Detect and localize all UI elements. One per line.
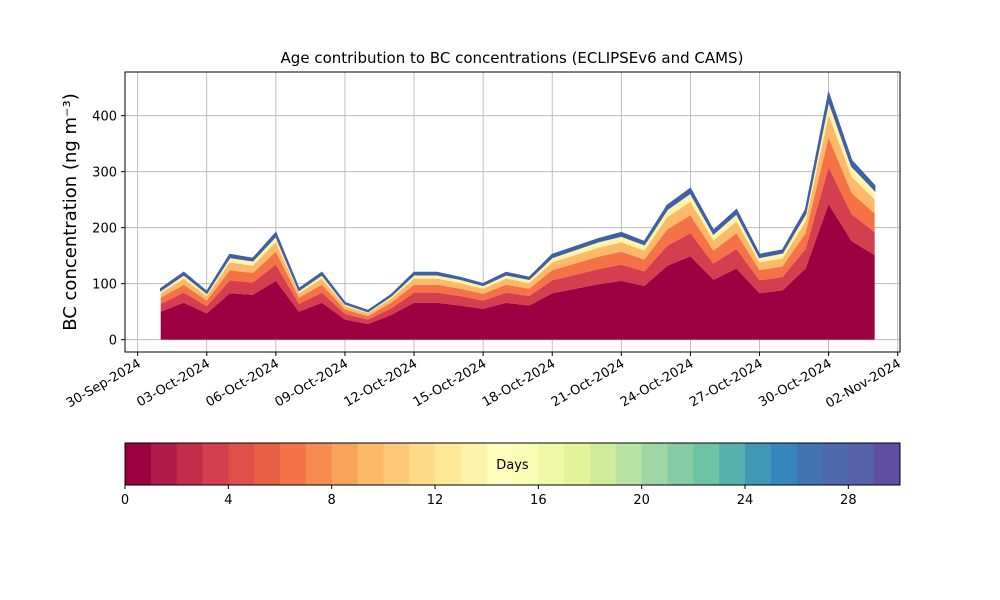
x-tick-label: 06-Oct-2024 [203,356,281,410]
colorbar-swatch [745,443,772,485]
colorbar-tick-label: 20 [633,493,650,508]
colorbar-frame [124,442,901,486]
x-tick-label: 30-Sep-2024 [64,356,144,411]
x-tick-label: 21-Oct-2024 [549,356,627,410]
colorbar-tick-label: 16 [530,493,547,508]
colorbar-swatch [874,443,901,485]
colorbar-swatch [590,443,617,485]
y-tick-label: 300 [92,166,117,181]
colorbar-tick-label: 4 [224,493,232,508]
x-tick-label: 27-Oct-2024 [687,356,765,410]
colorbar-swatch [409,443,436,485]
y-axis-label: BC concentration (ng m⁻³) [60,93,81,331]
x-tick-label: 03-Oct-2024 [134,356,212,410]
plot-frame [124,71,901,353]
x-tick-label: 02-Nov-2024 [823,356,903,411]
colorbar-label: Days [496,458,529,473]
colorbar-swatch [357,443,384,485]
colorbar-swatch [512,443,539,485]
x-tick-label: 30-Oct-2024 [756,356,834,410]
colorbar-tick-label: 0 [121,493,129,508]
colorbar-swatch [383,443,410,485]
colorbar-tick-label: 8 [328,493,336,508]
area-band [159,90,876,313]
x-tick-label: 15-Oct-2024 [411,356,489,410]
chart-title: Age contribution to BC concentrations (E… [281,49,744,67]
colorbar-swatch [331,443,358,485]
colorbar-swatch [305,443,333,485]
colorbar-swatch [770,443,798,485]
colorbar-swatch [796,443,823,485]
colorbar-swatch [848,443,875,485]
colorbar-swatch [538,443,565,485]
colorbar-swatch [641,443,668,485]
x-tick-label: 24-Oct-2024 [618,356,696,410]
colorbar-swatch [176,443,203,485]
colorbar-swatch [125,443,152,485]
x-tick-label: 09-Oct-2024 [273,356,351,410]
colorbar-swatch [460,443,488,485]
colorbar-tick-label: 12 [427,493,444,508]
colorbar-swatch [564,443,591,485]
colorbar-swatch [822,443,849,485]
colorbar-swatch [486,443,513,485]
colorbar-swatch [435,443,462,485]
y-tick-label: 100 [92,278,117,293]
colorbar-tick-label: 28 [840,493,857,508]
colorbar-swatch [254,443,281,485]
y-tick-label: 0 [109,334,117,349]
colorbar-swatch [150,443,178,485]
area-band [160,204,875,340]
y-tick-label: 200 [92,222,117,237]
x-tick-label: 18-Oct-2024 [480,356,558,410]
x-tick-label: 12-Oct-2024 [342,356,420,410]
colorbar-swatch [693,443,720,485]
colorbar-swatch [228,443,255,485]
colorbar-tick-label: 24 [737,493,754,508]
colorbar-swatch [615,443,643,485]
y-tick-label: 400 [92,110,117,125]
colorbar-swatch [280,443,307,485]
colorbar-swatch [719,443,746,485]
colorbar-swatch [202,443,229,485]
colorbar-swatch [667,443,694,485]
